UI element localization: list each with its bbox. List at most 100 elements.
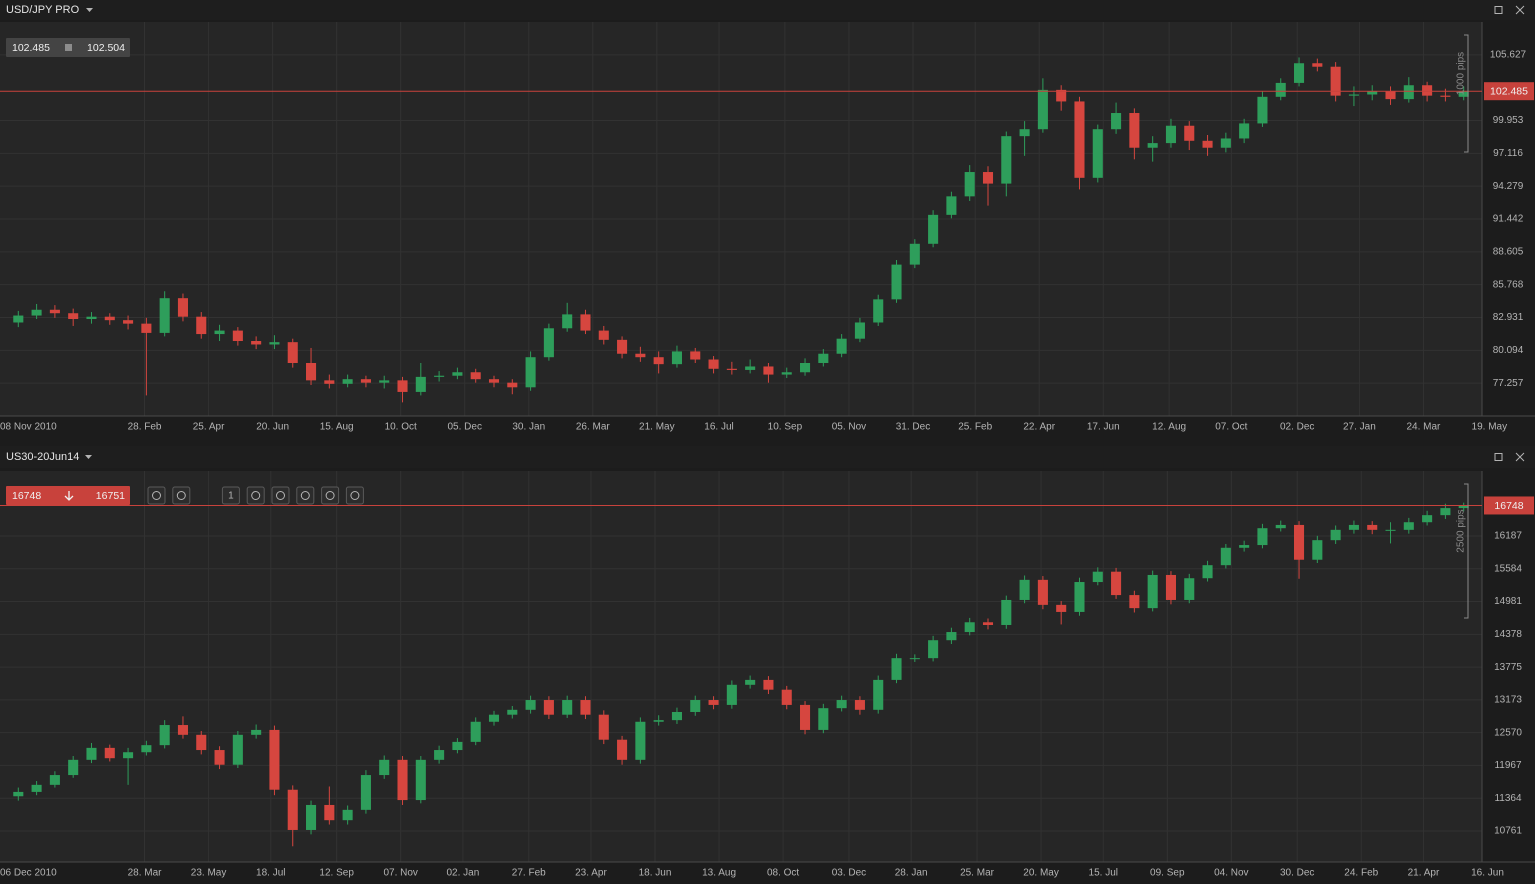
candle-body [159,298,170,333]
candle-body [360,775,371,810]
quote-box[interactable] [6,486,130,505]
candle-body [342,379,353,384]
candle-body [214,750,225,765]
candle-body [324,804,335,821]
candle-body [196,734,207,751]
candle-body [763,366,774,375]
ask-label: 16751 [96,490,125,502]
candle-body [415,376,426,392]
symbol-title[interactable]: USD/JPY PRO [6,4,80,16]
candle-body [434,375,445,377]
candle-body [1220,547,1231,566]
y-tick-label: 77.257 [1493,378,1524,389]
candle-body [909,243,920,265]
candle-body [159,725,170,746]
candle-body [434,750,445,760]
symbol-title[interactable]: US30-20Jun14 [6,451,79,463]
separator-icon [65,44,72,51]
candle-body [726,368,737,370]
candle-body [1111,571,1122,596]
candle-body [1294,63,1305,83]
candle-body [251,341,262,345]
x-tick-label: 24. Feb [1344,868,1378,879]
toolbar-interval: 1 [228,491,234,502]
close-button[interactable] [1515,5,1525,15]
range-label: 1000 pips [1456,52,1467,95]
candle-body [964,172,975,197]
candle-body [232,330,243,342]
candle-body [214,330,225,335]
candle-body [1147,143,1158,148]
candle-body [928,214,939,244]
candle-body [982,172,994,184]
candle-body [397,380,408,392]
x-tick-label: 21. May [639,422,675,433]
candle-body [1440,95,1451,97]
candle-body [177,725,188,735]
y-tick-label: 14378 [1494,629,1522,640]
candle-body [726,684,737,705]
dropdown-arrow[interactable] [86,8,93,12]
y-tick-label: 13775 [1494,662,1522,673]
candle-body [470,372,481,380]
y-tick-label: 99.953 [1493,115,1524,126]
x-tick-label: 15. Jul [1089,868,1118,879]
candle-body [1074,582,1085,612]
y-tick-label: 88.605 [1493,246,1524,257]
candle-body [745,366,756,370]
candle-body [1165,125,1176,144]
candle-body [982,622,994,625]
candle-body [1037,89,1048,130]
x-tick-label: 22. Apr [1023,422,1055,433]
toolbar-button[interactable] [172,486,191,505]
x-tick-label: 28. Jan [895,868,928,879]
toolbar-button[interactable] [147,486,166,505]
candle-body [86,316,97,320]
x-tick-label: 27. Feb [512,868,546,879]
maximize-button[interactable] [1494,6,1503,14]
candle-body [617,339,628,354]
candle-body [488,379,500,383]
candle-body [1056,604,1067,612]
y-tick-label: 14981 [1494,596,1522,607]
candle-body [287,342,298,363]
candle-body [873,679,884,710]
candle-body [909,658,920,660]
maximize-button[interactable] [1494,453,1503,461]
x-tick-label: 25. Mar [960,868,995,879]
x-tick-label: 15. Aug [320,422,354,433]
candle-body [324,380,335,384]
dropdown-arrow[interactable] [85,455,92,459]
candle-body [671,351,682,365]
candle-body [1202,140,1213,148]
candle-body [141,745,152,753]
toolbar-button[interactable] [221,486,240,505]
candle-body [671,711,682,721]
toolbar-button[interactable] [246,486,265,505]
candle-body [525,357,536,388]
candle-body [708,359,719,369]
toolbar-button[interactable] [271,486,290,505]
candle-body [781,372,792,375]
y-tick-label: 12570 [1494,727,1522,738]
toolbar-button[interactable] [345,486,364,505]
price-tag [1484,496,1534,515]
candle-body [397,759,408,801]
candle-body [68,759,79,776]
candle-body [1385,91,1396,100]
toolbar-button[interactable] [321,486,340,505]
candle-body [1330,529,1341,541]
close-button[interactable] [1515,452,1525,462]
toolbar-button[interactable] [296,486,315,505]
x-tick-label: 30. Jan [512,422,545,433]
x-tick-label: 07. Nov [383,868,417,879]
candle-body [964,622,975,633]
candle-body [251,729,262,735]
y-tick-label: 13173 [1494,694,1522,705]
candle-body [1019,129,1030,137]
panel-header [0,446,1535,468]
candle-body [269,729,280,790]
chart-panel: US30-20Jun14 10761 11364 11967 12570 13173 137… [0,446,1535,879]
y-tick-label: 82.931 [1493,312,1524,323]
